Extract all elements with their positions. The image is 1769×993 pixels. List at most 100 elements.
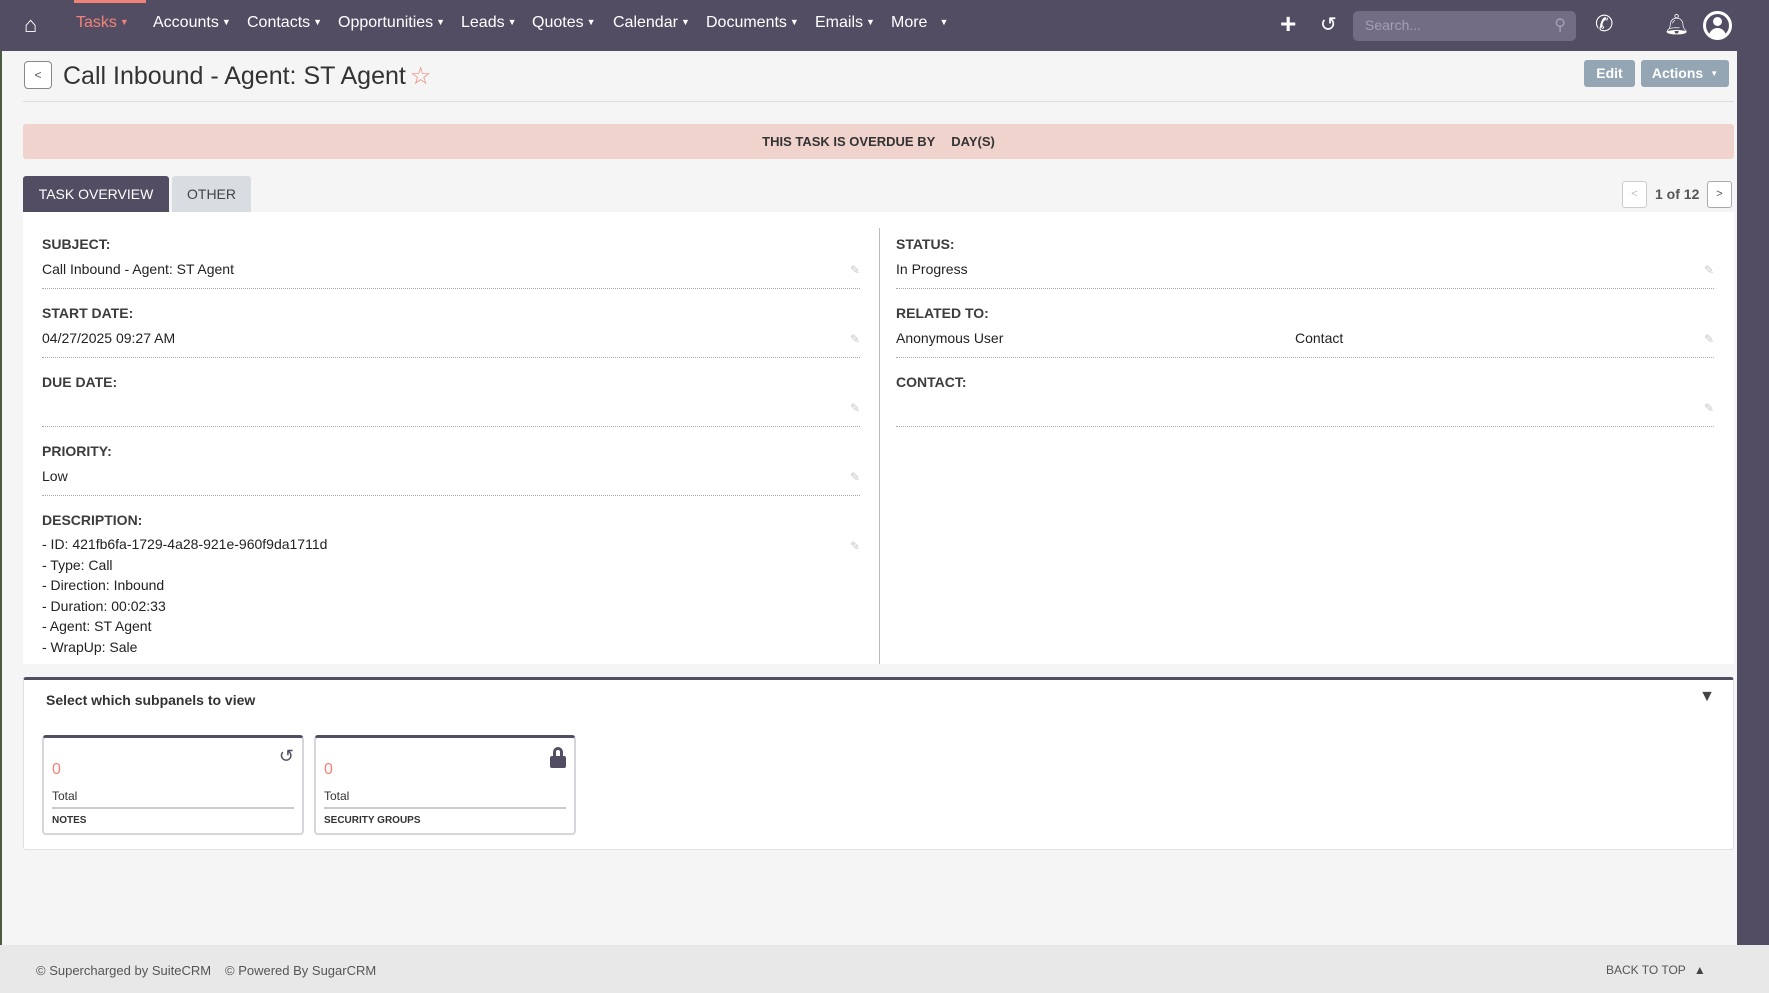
nav-contacts[interactable]: Contacts ▼ bbox=[247, 14, 323, 31]
description-line: - Duration: 00:02:33 bbox=[42, 597, 166, 614]
field-label: DESCRIPTION: bbox=[42, 512, 143, 528]
nav-leads[interactable]: Leads ▼ bbox=[461, 14, 517, 31]
description-line: - Agent: ST Agent bbox=[42, 618, 152, 634]
nav-label: Emails bbox=[815, 14, 864, 31]
card-count: 0 bbox=[52, 761, 61, 778]
field-description: DESCRIPTION: - ID: 421fb6fa-1729-4a28-92… bbox=[42, 488, 860, 658]
nav-calendar[interactable]: Calendar ▼ bbox=[613, 14, 690, 31]
related-record-link[interactable]: Anonymous User bbox=[896, 330, 1004, 346]
back-button[interactable]: < bbox=[24, 61, 52, 89]
triangle-down-icon[interactable]: ▼ bbox=[1699, 688, 1715, 705]
window-edge bbox=[0, 51, 2, 993]
history-icon[interactable]: ↺ bbox=[1320, 14, 1337, 36]
field-label: DUE DATE: bbox=[42, 374, 118, 390]
description-line: - Type: Call bbox=[42, 556, 113, 573]
nav-more[interactable]: More ▼ bbox=[891, 14, 949, 31]
field-value[interactable]: In Progress bbox=[896, 261, 968, 277]
field-value[interactable]: 04/27/2025 09:27 AM bbox=[42, 330, 176, 346]
nav-label: More bbox=[891, 14, 928, 31]
nav-label: Leads bbox=[461, 14, 505, 31]
nav-label: Opportunities bbox=[338, 14, 434, 31]
subpanels-section: Select which subpanels to view ▼ ↺ 0 Tot… bbox=[23, 677, 1734, 850]
back-to-top-link[interactable]: BACK TO TOP ▲ bbox=[1606, 963, 1706, 977]
related-type: Contact bbox=[1295, 330, 1344, 346]
previous-record-button[interactable]: < bbox=[1622, 181, 1647, 208]
plus-icon[interactable]: + bbox=[1280, 8, 1297, 39]
nav-label: Calendar bbox=[613, 14, 678, 31]
card-count: 0 bbox=[324, 761, 333, 778]
pencil-icon[interactable]: ✎ bbox=[849, 263, 860, 277]
pencil-icon[interactable]: ✎ bbox=[1703, 332, 1714, 346]
pencil-icon[interactable]: ✎ bbox=[1703, 263, 1714, 277]
back-to-top-label: BACK TO TOP bbox=[1606, 963, 1686, 977]
nav-opportunities[interactable]: Opportunities ▼ bbox=[338, 14, 446, 31]
nav-label: Quotes bbox=[532, 14, 584, 31]
caret-down-icon: ▼ bbox=[1710, 69, 1719, 78]
right-sidebar-strip bbox=[1737, 51, 1769, 993]
next-record-button[interactable]: > bbox=[1707, 181, 1732, 208]
active-indicator bbox=[74, 0, 146, 3]
subpanel-card-notes[interactable]: ↺ 0 Total NOTES bbox=[42, 735, 304, 835]
nav-tasks[interactable]: Tasks ▼ bbox=[76, 14, 129, 31]
search-input[interactable] bbox=[1365, 17, 1535, 33]
tab-task-overview[interactable]: TASK OVERVIEW bbox=[23, 176, 169, 212]
field-priority: PRIORITY: Low ✎ bbox=[42, 419, 860, 496]
description-line: - WrapUp: Sale bbox=[42, 638, 138, 655]
search-icon[interactable]: ⚲ bbox=[1554, 17, 1566, 34]
field-value[interactable]: Low bbox=[42, 468, 68, 484]
nav-quotes[interactable]: Quotes ▼ bbox=[532, 14, 596, 31]
pager-text: 1 of 12 bbox=[1655, 186, 1700, 202]
overdue-banner: THIS TASK IS OVERDUE BY DAY(S) bbox=[23, 124, 1734, 159]
nav-label: Documents bbox=[706, 14, 787, 31]
search-box[interactable]: ⚲ bbox=[1353, 11, 1576, 41]
description-line: - Direction: Inbound bbox=[42, 577, 165, 593]
edit-button[interactable]: Edit bbox=[1584, 60, 1635, 87]
page-title: Call Inbound - Agent: ST Agent bbox=[63, 62, 406, 90]
pencil-icon[interactable]: ✎ bbox=[849, 539, 860, 553]
field-value[interactable]: - ID: 421fb6fa-1729-4a28-921e-960f9da171… bbox=[42, 534, 327, 657]
card-total-label: Total bbox=[52, 789, 78, 803]
pencil-icon[interactable]: ✎ bbox=[849, 401, 860, 415]
bell-icon[interactable]: 🔔︎ bbox=[1664, 14, 1690, 36]
favorite-star-icon[interactable]: ☆ bbox=[409, 63, 432, 90]
detail-panel bbox=[23, 212, 1734, 664]
subpanels-title[interactable]: Select which subpanels to view bbox=[46, 692, 256, 708]
nav-emails[interactable]: Emails ▼ bbox=[815, 14, 875, 31]
field-label: CONTACT: bbox=[896, 374, 967, 390]
overdue-unit: DAY(S) bbox=[951, 134, 995, 149]
field-label: STATUS: bbox=[896, 236, 955, 252]
pencil-icon[interactable]: ✎ bbox=[849, 332, 860, 346]
nav-label: Tasks bbox=[76, 14, 117, 31]
field-label: RELATED TO: bbox=[896, 305, 989, 321]
tab-other[interactable]: OTHER bbox=[172, 176, 251, 212]
field-label: SUBJECT: bbox=[42, 236, 111, 252]
nav-accounts[interactable]: Accounts ▼ bbox=[153, 14, 231, 31]
actions-label: Actions bbox=[1651, 65, 1704, 81]
field-label: START DATE: bbox=[42, 305, 134, 321]
field-label: PRIORITY: bbox=[42, 443, 112, 459]
description-line: - ID: 421fb6fa-1729-4a28-921e-960f9da171… bbox=[42, 536, 328, 552]
field-related-to: RELATED TO: Anonymous User Contact ✎ bbox=[896, 281, 1714, 358]
nav-label: Accounts bbox=[153, 14, 219, 31]
actions-button[interactable]: Actions ▼ bbox=[1641, 60, 1729, 87]
page-title-wrap: Call Inbound - Agent: ST Agent ☆ bbox=[63, 62, 431, 91]
card-name: SECURITY GROUPS bbox=[324, 815, 421, 826]
user-icon[interactable] bbox=[1703, 11, 1732, 40]
field-status: STATUS: In Progress ✎ bbox=[896, 212, 1714, 289]
phone-icon[interactable]: ✆ bbox=[1595, 11, 1614, 36]
column-divider bbox=[879, 228, 880, 664]
field-due-date: DUE DATE: ✎ bbox=[42, 350, 860, 427]
subpanel-card-security-groups[interactable]: 0 Total SECURITY GROUPS bbox=[314, 735, 576, 835]
suitecrm-link[interactable]: © Supercharged by SuiteCRM bbox=[36, 963, 212, 978]
field-subject: SUBJECT: Call Inbound - Agent: ST Agent … bbox=[42, 212, 860, 289]
home-icon[interactable]: ⌂ bbox=[24, 12, 38, 37]
divider bbox=[23, 101, 1734, 102]
top-navbar: ⌂ Tasks ▼ Accounts ▼ Contacts ▼ Opportuniti… bbox=[0, 0, 1769, 51]
field-value[interactable]: Call Inbound - Agent: ST Agent bbox=[42, 261, 234, 277]
nav-documents[interactable]: Documents ▼ bbox=[706, 14, 799, 31]
pencil-icon[interactable]: ✎ bbox=[1703, 401, 1714, 415]
field-start-date: START DATE: 04/27/2025 09:27 AM ✎ bbox=[42, 281, 860, 358]
pencil-icon[interactable]: ✎ bbox=[849, 470, 860, 484]
card-total-label: Total bbox=[324, 789, 350, 803]
sugarcrm-link[interactable]: © Powered By SugarCRM bbox=[225, 963, 377, 978]
